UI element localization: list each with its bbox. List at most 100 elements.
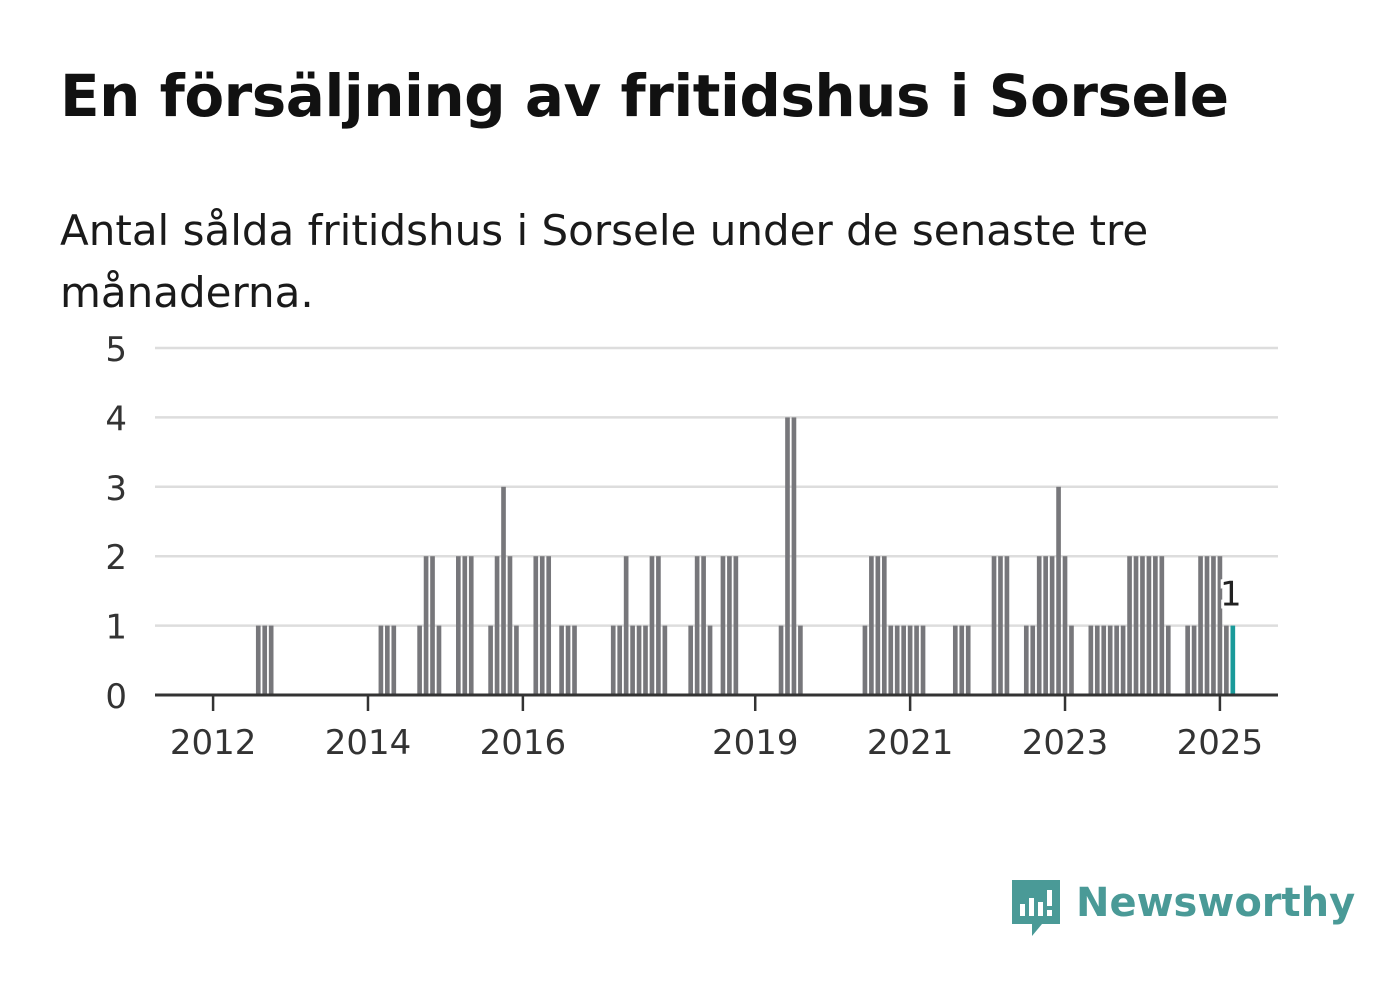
x-tick-label: 2016 <box>480 723 567 763</box>
bar <box>623 556 629 695</box>
data-label-last: 1 <box>1220 575 1242 615</box>
bar <box>1217 556 1223 695</box>
bar <box>546 556 552 695</box>
y-tick-label: 2 <box>105 538 127 578</box>
bar <box>1133 556 1139 695</box>
bar <box>488 625 493 695</box>
bar <box>720 556 726 695</box>
bar <box>559 625 564 695</box>
bar <box>391 625 397 695</box>
bar <box>630 625 635 695</box>
bar <box>1056 486 1061 695</box>
data-labels: 1 <box>1217 572 1245 618</box>
bar <box>1088 625 1094 695</box>
bar <box>875 556 881 695</box>
y-tick-label: 1 <box>105 608 127 648</box>
bar <box>707 625 713 695</box>
bar <box>1094 625 1100 695</box>
bar <box>998 556 1003 695</box>
logo-text: Newsworthy <box>1076 880 1356 926</box>
bar <box>494 556 500 695</box>
x-tick-label: 2025 <box>1177 723 1264 763</box>
bar <box>727 556 732 695</box>
bar <box>1198 556 1203 695</box>
y-tick-label: 4 <box>105 399 127 439</box>
bar <box>385 625 390 695</box>
bar <box>268 625 274 695</box>
bar <box>965 625 971 695</box>
bar <box>456 556 461 695</box>
y-tick-label: 3 <box>105 469 127 509</box>
bar <box>1120 625 1126 695</box>
bar <box>1224 625 1229 695</box>
bar <box>1004 556 1010 695</box>
x-tick-label: 2014 <box>325 723 412 763</box>
bar <box>662 625 668 695</box>
bar <box>791 417 797 695</box>
bar <box>869 556 874 695</box>
bar <box>894 625 900 695</box>
x-tick-label: 2023 <box>1022 723 1109 763</box>
bar <box>436 625 442 695</box>
bar <box>417 625 422 695</box>
bar <box>533 556 539 695</box>
bar <box>1127 556 1132 695</box>
bar <box>701 556 706 695</box>
bar <box>565 625 571 695</box>
bar <box>1036 556 1042 695</box>
bar-series <box>255 417 1236 695</box>
bar <box>881 556 887 695</box>
chart-subtitle: Antal sålda fritidshus i Sorsele under d… <box>60 206 1149 317</box>
newsworthy-logo-icon <box>1012 880 1060 936</box>
bar <box>1204 556 1210 695</box>
bar <box>572 625 577 695</box>
bar <box>649 556 655 695</box>
bar <box>1023 625 1029 695</box>
bar <box>514 625 519 695</box>
bar <box>778 625 784 695</box>
bar <box>1185 625 1190 695</box>
bar <box>1030 625 1036 695</box>
bar <box>1062 556 1068 695</box>
x-axis: 2012 2014 2016 2019 2021 2023 2025 <box>155 693 1278 763</box>
bar <box>1191 625 1197 695</box>
bar <box>785 417 790 695</box>
bar <box>1140 556 1145 695</box>
bar <box>1101 625 1107 695</box>
bar <box>733 556 739 695</box>
bar <box>991 556 997 695</box>
bar <box>862 625 868 695</box>
bar <box>694 556 700 695</box>
x-tick-label: 2021 <box>867 723 954 763</box>
bar <box>1159 556 1165 695</box>
bar <box>462 556 468 695</box>
chart-title: En försäljning av fritidshus i Sorsele <box>60 62 1229 130</box>
bar <box>1069 625 1074 695</box>
bar <box>501 486 506 695</box>
bar <box>1211 556 1216 695</box>
x-tick-label: 2012 <box>170 723 257 763</box>
bar <box>1114 625 1119 695</box>
bar <box>507 556 513 695</box>
bar <box>798 625 803 695</box>
bar <box>901 625 906 695</box>
bar <box>656 556 661 695</box>
bar <box>1165 625 1171 695</box>
bar <box>888 625 894 695</box>
bar <box>1153 556 1158 695</box>
bar <box>643 625 648 695</box>
bar <box>907 625 913 695</box>
bar <box>959 625 965 695</box>
y-axis-ticks: 0 1 2 3 4 5 <box>105 330 127 717</box>
bar <box>617 625 623 695</box>
newsworthy-logo: Newsworthy <box>1010 878 1355 940</box>
bar <box>1146 556 1152 695</box>
y-tick-label: 0 <box>105 677 127 717</box>
bar <box>378 625 384 695</box>
bar <box>1230 625 1236 695</box>
bar <box>1043 556 1048 695</box>
bar <box>920 625 926 695</box>
bar <box>636 625 642 695</box>
bar <box>610 625 616 695</box>
